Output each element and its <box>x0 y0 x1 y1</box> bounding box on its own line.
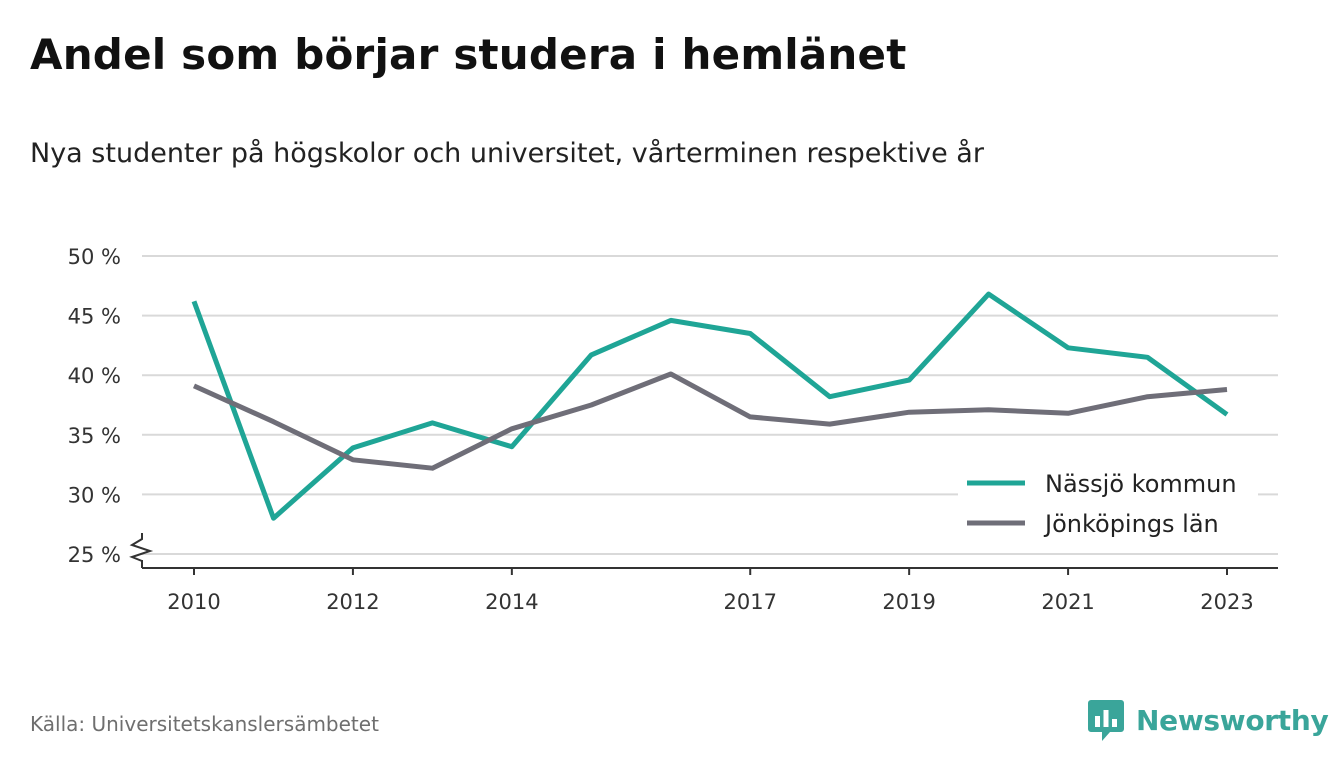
series-line <box>191 291 1229 521</box>
legend-background <box>958 462 1258 552</box>
brand-name: Newsworthy <box>1136 703 1329 737</box>
x-tick-label: 2010 <box>167 590 220 614</box>
y-tick-label: 50 % <box>68 245 121 269</box>
legend-label: Jönköpings län <box>1043 510 1219 538</box>
legend-label: Nässjö kommun <box>1045 470 1237 498</box>
gridlines <box>142 255 1278 555</box>
y-tick-label: 45 % <box>68 305 121 329</box>
chart-title: Andel som börjar studera i hemlänet <box>30 30 907 79</box>
axis-break-icon <box>129 533 154 562</box>
x-tick-label: 2017 <box>724 590 777 614</box>
x-tick-label: 2023 <box>1200 590 1253 614</box>
x-tick-label: 2012 <box>326 590 379 614</box>
brand: Newsworthy <box>1088 698 1329 742</box>
y-tick-label: 40 % <box>68 364 121 388</box>
y-tick-label: 25 % <box>68 543 121 567</box>
source-note: Källa: Universitetskanslersämbetet <box>30 712 379 736</box>
y-tick-label: 35 % <box>68 424 121 448</box>
newsworthy-logo-icon <box>1088 700 1124 741</box>
x-tick-label: 2021 <box>1041 590 1094 614</box>
x-tick-label: 2019 <box>882 590 935 614</box>
series-line <box>192 371 1228 471</box>
chart-subtitle: Nya studenter på högskolor och universit… <box>30 138 984 169</box>
legend: Nässjö kommun Jönköpings län <box>958 462 1258 552</box>
axes: 25 % 30 % 35 % 40 % 45 % 50 % 2010 2012 2014 2017… <box>68 245 1278 614</box>
x-tick-label: 2014 <box>485 590 538 614</box>
line-chart: 25 % 30 % 35 % 40 % 45 % 50 % 2010 2012 2014 2017… <box>68 245 1278 614</box>
series-lines <box>191 291 1229 521</box>
y-tick-label: 30 % <box>68 483 121 507</box>
